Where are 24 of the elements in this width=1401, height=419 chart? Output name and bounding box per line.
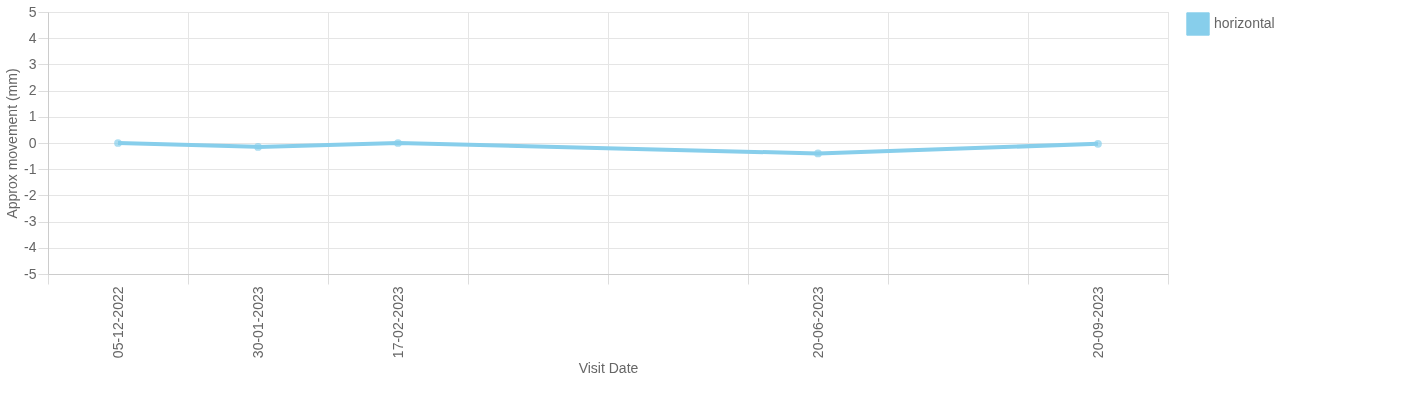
x-tick-label: 20-06-2023 [809, 286, 826, 359]
y-tick-label: 2 [28, 82, 37, 99]
x-tick-label: 20-09-2023 [1089, 286, 1106, 359]
point [114, 139, 122, 147]
point [1094, 139, 1102, 148]
x-tick-label: 05-12-2022 [109, 286, 126, 359]
y-tick-label: 3 [28, 55, 37, 72]
point [254, 143, 262, 151]
y-tick-label: 4 [28, 29, 37, 46]
point [394, 139, 402, 147]
y-tick-label: -2 [24, 186, 37, 203]
x-tick-label: 30-01-2023 [249, 286, 266, 359]
x-tick-label: 17-02-2023 [389, 286, 406, 359]
legend-label: horizontal [1214, 15, 1275, 31]
y-tick-label: 5 [28, 3, 37, 20]
y-tick-label: 1 [28, 108, 37, 125]
y-tick-label: -1 [24, 160, 37, 177]
point [814, 149, 822, 158]
x-axis-title: Visit Date [578, 360, 639, 377]
y-tick-label: -4 [24, 239, 37, 256]
y-axis-title: Approx movement (mm) [4, 68, 21, 219]
y-tick-label: -3 [24, 213, 37, 230]
y-tick-label: -5 [24, 265, 37, 282]
y-tick-label: 0 [28, 134, 37, 151]
